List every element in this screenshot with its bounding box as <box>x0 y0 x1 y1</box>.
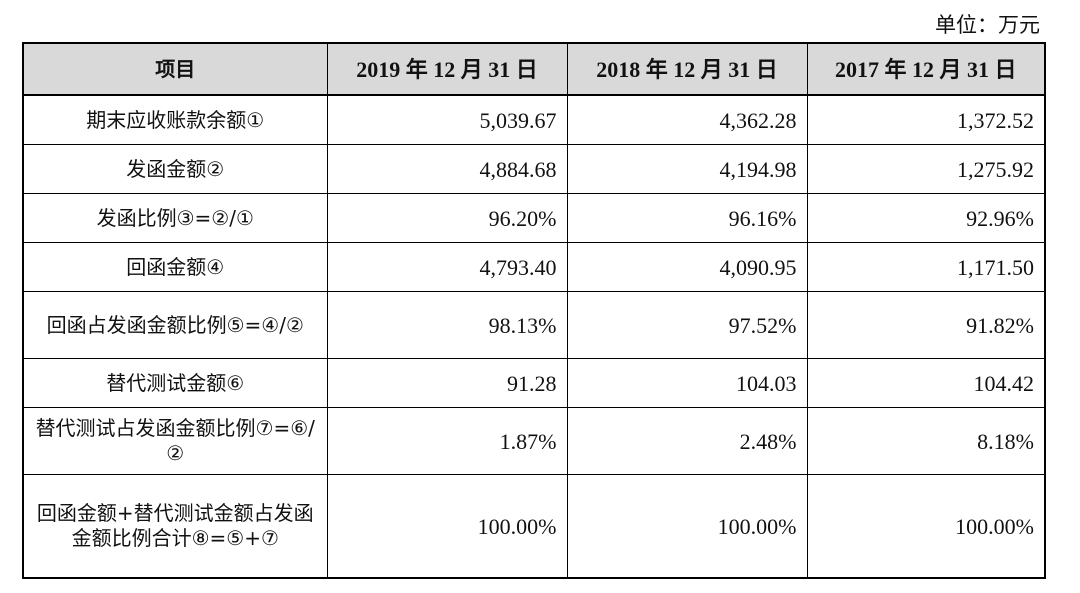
table-row: 发函比例③=②/① 96.20% 96.16% 92.96% <box>22 193 1046 243</box>
column-header-item: 项目 <box>22 42 328 96</box>
cell-value: 97.52% <box>566 291 808 359</box>
table-row: 替代测试占发函金额比例⑦=⑥/② 1.87% 2.48% 8.18% <box>22 407 1046 475</box>
row-label: 回函占发函金额比例⑤=④/② <box>22 291 328 359</box>
cell-value: 96.16% <box>566 193 808 243</box>
cell-value: 4,884.68 <box>326 144 568 194</box>
cell-value: 104.42 <box>806 358 1046 408</box>
cell-value: 100.00% <box>566 474 808 579</box>
cell-value: 1.87% <box>326 407 568 475</box>
table-row: 期末应收账款余额① 5,039.67 4,362.28 1,372.52 <box>22 94 1046 145</box>
cell-value: 1,275.92 <box>806 144 1046 194</box>
row-label: 替代测试金额⑥ <box>22 358 328 408</box>
cell-value: 98.13% <box>326 291 568 359</box>
column-header-2018: 2018 年 12 月 31 日 <box>566 42 808 96</box>
column-header-2019: 2019 年 12 月 31 日 <box>326 42 568 96</box>
cell-value: 2.48% <box>566 407 808 475</box>
cell-value: 92.96% <box>806 193 1046 243</box>
table-row: 回函金额④ 4,793.40 4,090.95 1,171.50 <box>22 242 1046 292</box>
table-row: 替代测试金额⑥ 91.28 104.03 104.42 <box>22 358 1046 408</box>
column-header-2017: 2017 年 12 月 31 日 <box>806 42 1046 96</box>
row-label: 发函比例③=②/① <box>22 193 328 243</box>
table-row: 回函占发函金额比例⑤=④/② 98.13% 97.52% 91.82% <box>22 291 1046 359</box>
cell-value: 91.82% <box>806 291 1046 359</box>
row-label: 发函金额② <box>22 144 328 194</box>
cell-value: 4,194.98 <box>566 144 808 194</box>
row-label: 期末应收账款余额① <box>22 94 328 145</box>
cell-value: 91.28 <box>326 358 568 408</box>
cell-value: 5,039.67 <box>326 94 568 145</box>
table-row: 回函金额+替代测试金额占发函金额比例合计⑧=⑤+⑦ 100.00% 100.00… <box>22 474 1046 579</box>
unit-label: 单位：万元 <box>935 13 1040 37</box>
row-label: 回函金额+替代测试金额占发函金额比例合计⑧=⑤+⑦ <box>22 474 328 579</box>
cell-value: 100.00% <box>806 474 1046 579</box>
cell-value: 100.00% <box>326 474 568 579</box>
cell-value: 96.20% <box>326 193 568 243</box>
row-label: 替代测试占发函金额比例⑦=⑥/② <box>22 407 328 475</box>
cell-value: 4,090.95 <box>566 242 808 292</box>
cell-value: 104.03 <box>566 358 808 408</box>
cell-value: 1,372.52 <box>806 94 1046 145</box>
cell-value: 8.18% <box>806 407 1046 475</box>
cell-value: 4,362.28 <box>566 94 808 145</box>
row-label: 回函金额④ <box>22 242 328 292</box>
cell-value: 1,171.50 <box>806 242 1046 292</box>
receivables-confirmation-table: 项目 2019 年 12 月 31 日 2018 年 12 月 31 日 201… <box>22 42 1046 579</box>
table-row: 发函金额② 4,884.68 4,194.98 1,275.92 <box>22 144 1046 194</box>
table-header-row: 项目 2019 年 12 月 31 日 2018 年 12 月 31 日 201… <box>22 42 1046 96</box>
cell-value: 4,793.40 <box>326 242 568 292</box>
